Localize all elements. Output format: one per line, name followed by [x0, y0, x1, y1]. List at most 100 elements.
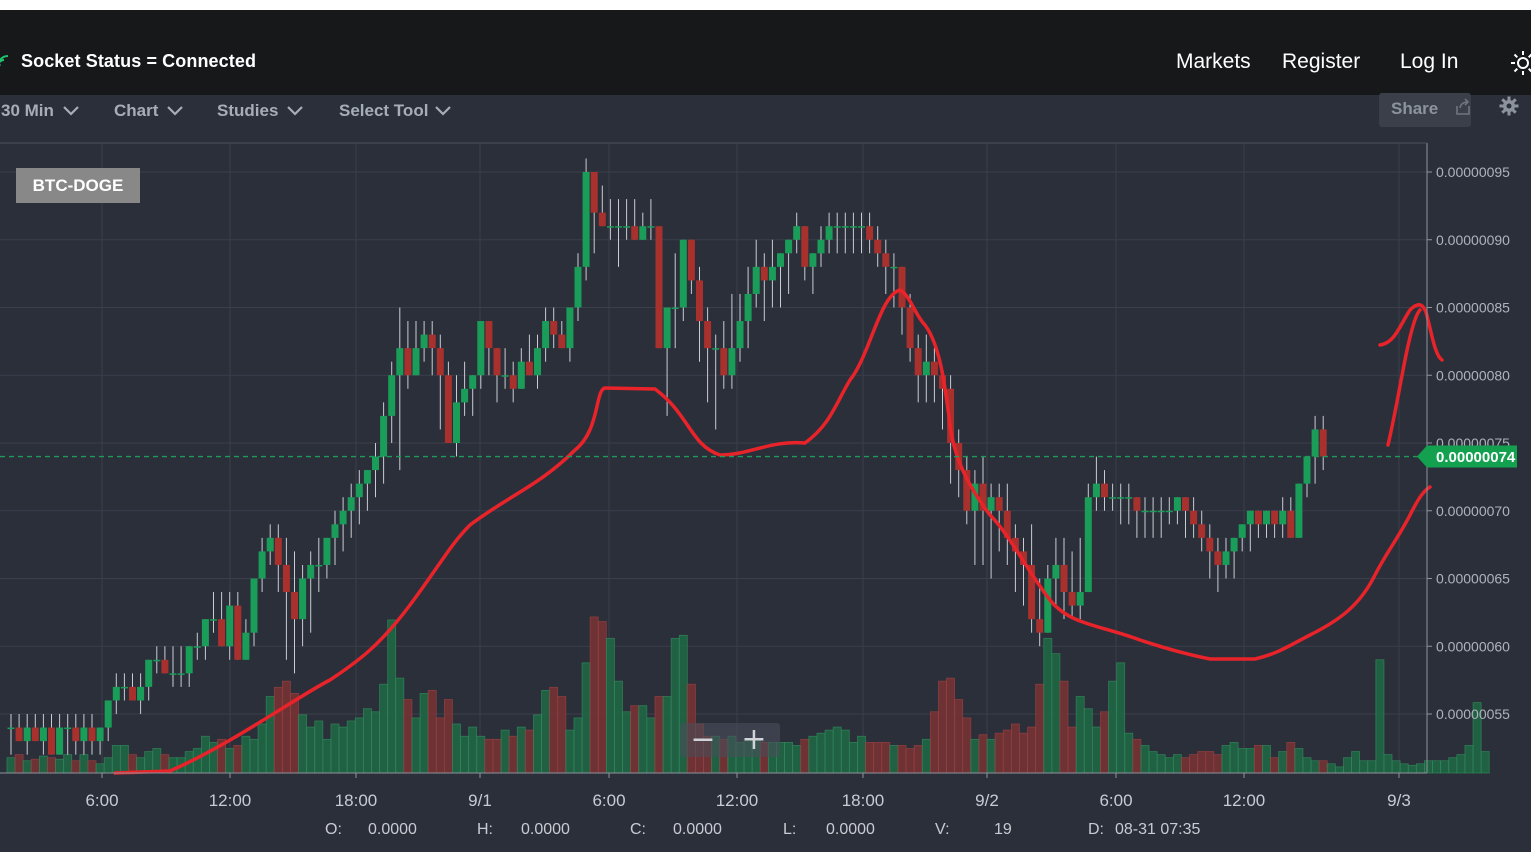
zoom-in-button[interactable]: +: [741, 722, 766, 757]
volume-bar: [1326, 763, 1336, 774]
candle-body: [1011, 537, 1019, 552]
candle-body: [639, 226, 647, 240]
candle-body: [355, 483, 363, 498]
candle-body: [1190, 510, 1198, 525]
candle-body: [874, 239, 882, 254]
chart-type-dropdown[interactable]: Chart: [114, 101, 186, 121]
ohlc-volume-value: 19: [994, 821, 1012, 838]
volume-bar: [1189, 754, 1198, 774]
volume-bar: [128, 754, 137, 774]
volume-bar: [589, 616, 599, 774]
volume-bar: [435, 717, 445, 774]
candle-body: [388, 375, 396, 416]
volume-bar: [225, 748, 235, 774]
candle-body: [453, 402, 460, 443]
candle-body: [995, 497, 1003, 511]
volume-bar: [549, 686, 559, 774]
volume-bar: [103, 757, 113, 774]
candle-body: [161, 659, 169, 674]
candle-body: [372, 456, 379, 471]
candle-body: [1246, 510, 1254, 525]
volume-bar: [1011, 723, 1020, 774]
candle-body: [712, 348, 720, 350]
zoom-out-button[interactable]: −: [690, 722, 715, 757]
volume-bar: [338, 726, 348, 774]
studies-dropdown[interactable]: Studies: [217, 101, 306, 121]
candle-body: [858, 226, 865, 228]
candle-body: [1133, 497, 1141, 511]
candle-body: [720, 348, 728, 376]
volume-bar: [354, 717, 364, 774]
zoom-controls[interactable]: − +: [680, 722, 780, 757]
candle-body: [890, 266, 898, 269]
price-chart[interactable]: 0.00000095 0.00000090 0.00000085 0.00000080…: [0, 95, 1531, 852]
candle-body: [436, 348, 444, 376]
volume-bar: [1132, 738, 1142, 774]
candle-body: [558, 334, 566, 349]
ohlc-close-key: C:: [630, 821, 646, 838]
chevron-down-icon: [287, 106, 304, 116]
nav-login-link[interactable]: Log In: [1400, 50, 1459, 73]
candle-body: [777, 253, 784, 267]
ohlc-low-key: L:: [783, 821, 797, 838]
volume-bar: [387, 619, 397, 774]
candle-body: [48, 727, 55, 755]
candle-body: [1214, 551, 1222, 565]
nav-register-link[interactable]: Register: [1282, 50, 1361, 73]
candle-body: [728, 348, 736, 376]
sun-theme-toggle-icon[interactable]: [1510, 50, 1531, 76]
red-annotation-curve: [113, 288, 1444, 775]
volume-bar: [986, 738, 996, 774]
volume-bar: [1464, 745, 1474, 774]
candle-body: [347, 497, 355, 511]
candle-body: [1117, 497, 1125, 499]
candle-body: [1003, 510, 1011, 538]
candle-body: [817, 239, 825, 254]
volume-bar: [1100, 711, 1109, 774]
ohlc-open-value: 0.0000: [368, 821, 417, 838]
volume-bar: [427, 689, 437, 774]
volume-bar: [1286, 742, 1296, 774]
volume-bar: [606, 637, 615, 774]
share-button[interactable]: Share: [1379, 93, 1471, 127]
volume-bar: [800, 738, 810, 774]
candle-body: [339, 510, 347, 525]
interval-dropdown[interactable]: 30 Min: [1, 101, 82, 121]
volume-bar: [1164, 757, 1174, 774]
x-tick-label: 9/2: [975, 791, 999, 810]
studies-label: Studies: [217, 101, 279, 120]
volume-bar: [525, 729, 534, 774]
volume-bar: [1205, 751, 1215, 774]
volume-bar: [79, 754, 89, 774]
volume-bar: [14, 754, 24, 774]
candle-body: [841, 226, 849, 228]
candle-body: [1279, 510, 1287, 525]
volume-bar: [1391, 760, 1401, 774]
candle-body: [250, 578, 258, 633]
candle-body: [1238, 524, 1246, 538]
settings-gear-icon[interactable]: [1499, 96, 1519, 116]
candle-body: [201, 619, 209, 647]
volume-bar: [411, 717, 421, 774]
volume-bar: [1035, 683, 1045, 774]
volume-bar: [784, 742, 793, 774]
volume-bar: [1424, 760, 1433, 774]
candle-body: [963, 470, 971, 511]
candle-body: [704, 321, 712, 349]
volume-bar: [873, 742, 883, 774]
volume-bar: [1140, 745, 1150, 774]
volume-bar: [468, 726, 478, 774]
candle-body: [31, 727, 39, 742]
candle-body: [291, 592, 298, 620]
annotation-curve-peak: [1378, 303, 1444, 362]
chevron-down-icon: [167, 106, 184, 116]
candle-body: [671, 307, 679, 309]
candle-body: [736, 321, 744, 349]
y-tick-label: 0.00000060: [1436, 638, 1510, 654]
volume-bar: [281, 680, 291, 774]
y-tick-label: 0.00000070: [1436, 503, 1510, 519]
nav-markets-link[interactable]: Markets: [1176, 50, 1251, 73]
select-tool-dropdown[interactable]: Select Tool: [339, 101, 452, 121]
candle-body: [1311, 429, 1319, 457]
volume-bar: [306, 726, 316, 774]
